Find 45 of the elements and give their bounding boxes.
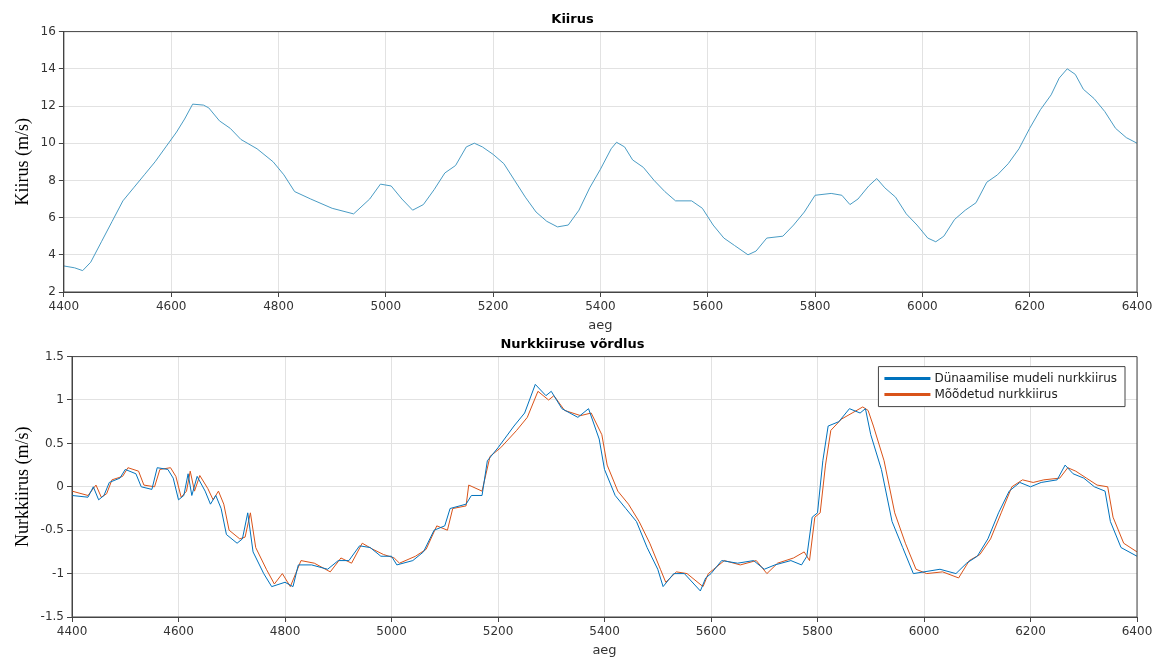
chart-title: Nurkkiiruse võrdlus bbox=[500, 336, 645, 352]
x-tick-label: 5800 bbox=[799, 299, 831, 314]
legend-label: Dünaamilise mudeli nurkkiirus bbox=[934, 370, 1117, 385]
x-tick-label: 5000 bbox=[370, 299, 402, 314]
x-tick-label: 4800 bbox=[263, 299, 294, 314]
x-tick-label: 4600 bbox=[163, 624, 194, 639]
y-tick-label: 0 bbox=[56, 478, 65, 493]
y-tick-label: -1.5 bbox=[40, 609, 65, 624]
y-tick-label: 14 bbox=[40, 60, 56, 75]
y-tick-label: 1 bbox=[56, 392, 65, 407]
x-tick-label: 5200 bbox=[482, 624, 514, 639]
y-tick-label: 10 bbox=[40, 135, 56, 150]
x-tick-label: 5000 bbox=[376, 624, 407, 639]
x-tick-label: 5200 bbox=[477, 299, 509, 314]
x-tick-label: 5400 bbox=[585, 299, 616, 314]
y-tick-label: 4 bbox=[48, 246, 56, 261]
x-tick-label: 4600 bbox=[155, 299, 187, 314]
y-tick-label: -0.5 bbox=[40, 522, 65, 537]
y-tick-label: 8 bbox=[48, 172, 56, 187]
y-axis-title: Nurkkiirus (m/s) bbox=[11, 426, 33, 548]
x-tick-label: 4400 bbox=[56, 624, 88, 639]
legend-label: Mõõdetud nurkkiirus bbox=[934, 386, 1058, 401]
x-tick-label: 4800 bbox=[269, 624, 301, 639]
x-tick-label: 6400 bbox=[1121, 624, 1153, 639]
y-tick-label: -1 bbox=[52, 565, 65, 580]
x-tick-label: 6200 bbox=[1015, 624, 1046, 639]
x-tick-label: 5600 bbox=[695, 624, 727, 639]
y-tick-label: 16 bbox=[40, 23, 56, 38]
y-tick-label: 0.5 bbox=[44, 435, 65, 450]
x-tick-label: 6000 bbox=[908, 624, 940, 639]
x-axis-title: aeg bbox=[588, 316, 613, 332]
x-tick-label: 5800 bbox=[802, 624, 833, 639]
chart-title: Kiirus bbox=[551, 11, 594, 27]
y-tick-label: 1.5 bbox=[44, 348, 65, 363]
y-tick-label: 2 bbox=[48, 284, 56, 299]
x-axis-title: aeg bbox=[592, 641, 617, 657]
x-tick-label: 5400 bbox=[589, 624, 620, 639]
y-axis-title: Kiirus (m/s) bbox=[11, 118, 33, 206]
y-tick-label: 12 bbox=[40, 98, 56, 113]
x-tick-label: 4400 bbox=[48, 299, 80, 314]
y-tick-label: 6 bbox=[48, 209, 56, 224]
x-tick-label: 6000 bbox=[907, 299, 938, 314]
x-tick-label: 5600 bbox=[692, 299, 724, 314]
x-tick-label: 6200 bbox=[1014, 299, 1045, 314]
x-tick-label: 6400 bbox=[1121, 299, 1153, 314]
